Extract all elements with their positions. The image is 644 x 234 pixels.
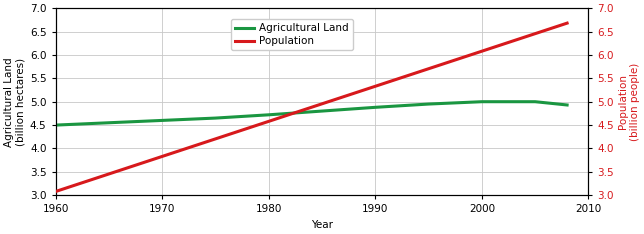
Agricultural Land	[158, 119, 166, 122]
Agricultural Land	[564, 104, 571, 106]
Legend: Agricultural Land, Population: Agricultural Land, Population	[231, 19, 353, 51]
Y-axis label: Agricultural Land
(billion hectares): Agricultural Land (billion hectares)	[4, 57, 26, 146]
Agricultural Land	[212, 117, 220, 120]
Agricultural Land	[424, 103, 432, 106]
X-axis label: Year: Year	[311, 220, 333, 230]
Agricultural Land	[318, 110, 326, 113]
Agricultural Land	[52, 124, 59, 127]
Agricultural Land	[265, 113, 272, 116]
Agricultural Land	[531, 100, 539, 103]
Agricultural Land	[372, 106, 379, 109]
Agricultural Land	[478, 100, 486, 103]
Line: Agricultural Land: Agricultural Land	[55, 102, 567, 125]
Y-axis label: Population
(billion people): Population (billion people)	[618, 62, 640, 141]
Agricultural Land	[105, 121, 113, 124]
